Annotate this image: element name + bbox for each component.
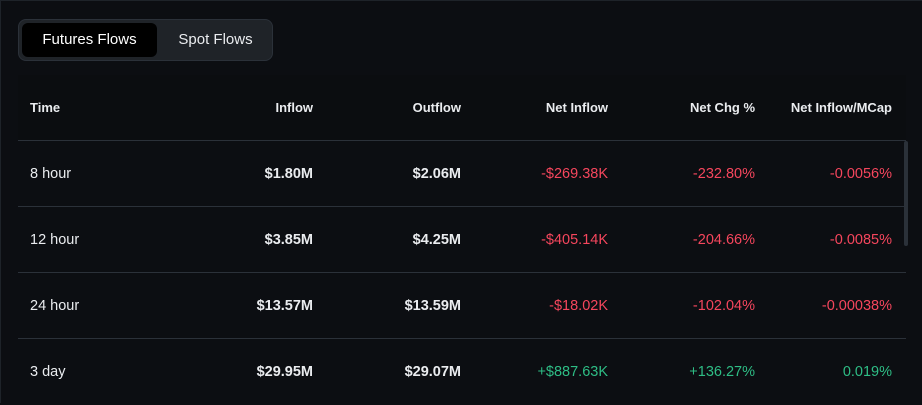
net-inflow-mcap-cell: -0.0056% xyxy=(829,166,892,182)
net-inflow-mcap-cell: -0.0085% xyxy=(829,232,892,248)
time-cell: 3 day xyxy=(30,364,66,380)
table-scrollbar[interactable] xyxy=(904,141,908,246)
tab-spot-flows[interactable]: Spot Flows xyxy=(178,31,253,48)
table-header: Time Inflow Outflow Net Inflow Net Chg %… xyxy=(18,75,906,141)
col-header-net-chg[interactable]: Net Chg % xyxy=(690,100,755,115)
net-chg-cell: +136.27% xyxy=(689,364,755,380)
table-row: 12 hour $3.85M $4.25M -$405.14K -204.66%… xyxy=(18,207,906,273)
net-inflow-mcap-cell: 0.019% xyxy=(842,364,892,380)
outflow-cell: $13.59M xyxy=(404,298,461,314)
net-chg-cell: -232.80% xyxy=(692,166,755,182)
col-header-outflow[interactable]: Outflow xyxy=(412,100,461,115)
flow-type-toggle: Futures Flows Spot Flows xyxy=(18,19,273,61)
table-row: 24 hour $13.57M $13.59M -$18.02K -102.04… xyxy=(18,273,906,339)
net-chg-cell: -204.66% xyxy=(692,232,755,248)
tab-futures-flows[interactable]: Futures Flows xyxy=(22,23,157,57)
inflow-cell: $1.80M xyxy=(264,166,313,182)
net-inflow-cell: -$405.14K xyxy=(541,232,608,248)
net-inflow-cell: -$269.38K xyxy=(541,166,608,182)
inflow-cell: $29.95M xyxy=(256,364,313,380)
col-header-time[interactable]: Time xyxy=(30,100,61,115)
time-cell: 8 hour xyxy=(30,166,72,182)
col-header-net-inflow[interactable]: Net Inflow xyxy=(545,100,608,115)
col-header-net-inflow-mcap[interactable]: Net Inflow/MCap xyxy=(790,100,892,115)
col-header-inflow[interactable]: Inflow xyxy=(275,100,313,115)
net-chg-cell: -102.04% xyxy=(692,298,755,314)
outflow-cell: $2.06M xyxy=(412,166,461,182)
inflow-cell: $13.57M xyxy=(256,298,313,314)
inflow-cell: $3.85M xyxy=(264,232,313,248)
time-cell: 12 hour xyxy=(30,232,80,248)
net-inflow-cell: +$887.63K xyxy=(537,364,608,380)
outflow-cell: $4.25M xyxy=(412,232,461,248)
flows-table: Time Inflow Outflow Net Inflow Net Chg %… xyxy=(18,75,906,405)
table-row: 3 day $29.95M $29.07M +$887.63K +136.27%… xyxy=(18,339,906,405)
net-inflow-cell: -$18.02K xyxy=(549,298,608,314)
time-cell: 24 hour xyxy=(30,298,80,314)
table-row: 8 hour $1.80M $2.06M -$269.38K -232.80% … xyxy=(18,141,906,207)
net-inflow-mcap-cell: -0.00038% xyxy=(821,298,892,314)
outflow-cell: $29.07M xyxy=(404,364,461,380)
